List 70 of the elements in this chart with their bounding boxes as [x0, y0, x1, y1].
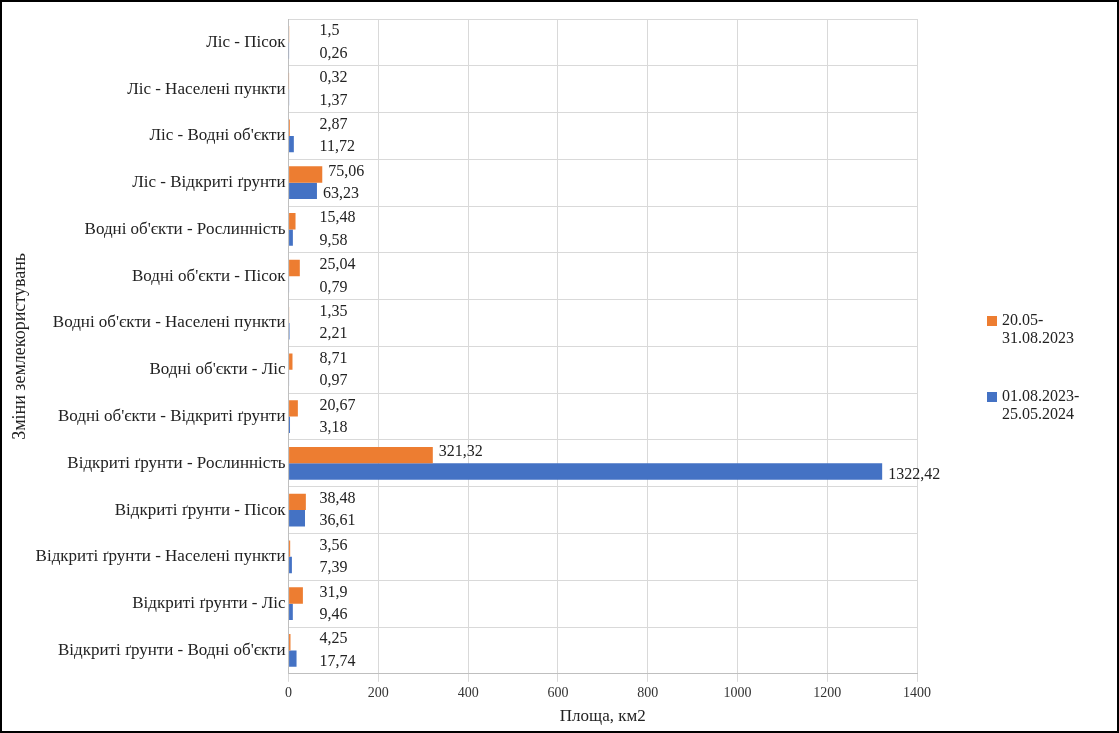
bar [289, 510, 306, 527]
bar [289, 556, 292, 574]
bar [289, 446, 433, 464]
data-label: 25,04 [319, 255, 356, 273]
y-tick-label: Відкриті ґрунти - Рослинність [67, 452, 286, 472]
data-label: 38,48 [319, 489, 356, 507]
y-tick-label: Водні об'єкти - Пісок [131, 265, 287, 285]
bar [289, 166, 323, 183]
bar [289, 603, 293, 621]
legend-label: 20.05-31.08.2023 [1002, 310, 1074, 347]
data-label: 2,87 [319, 114, 348, 132]
y-tick-label: Відкриті ґрунти - Пісок [114, 499, 287, 519]
data-label: 2,21 [319, 324, 348, 342]
y-tick-label: Відкриті ґрунти - Ліс [132, 593, 287, 613]
bar [289, 463, 883, 480]
y-axis-title: Зміни землекористувань [8, 252, 29, 440]
data-label: 3,56 [319, 535, 348, 553]
data-label: 9,58 [319, 230, 348, 248]
data-label: 36,61 [319, 511, 356, 529]
bar [289, 587, 303, 604]
x-tick-label: 200 [367, 684, 389, 700]
x-tick-label: 1400 [903, 684, 931, 700]
data-label: 31,9 [319, 582, 348, 600]
legend-label: 01.08.2023-25.05.2024 [1002, 386, 1080, 423]
bar [289, 493, 306, 511]
bar [289, 650, 297, 667]
y-tick-label: Ліс - Пісок [206, 31, 287, 51]
x-tick-label: 1200 [813, 684, 842, 700]
data-label: 1,37 [319, 90, 348, 108]
data-label: 11,72 [319, 137, 355, 155]
data-label: 0,26 [319, 43, 348, 61]
y-tick-label: Водні об'єкти - Ліс [149, 359, 287, 379]
bar [289, 353, 293, 370]
data-label: 321,32 [438, 442, 483, 460]
data-label: 17,74 [319, 651, 356, 669]
y-tick-label: Водні об'єкти - Населені пункти [52, 312, 286, 332]
data-label: 3,18 [319, 417, 348, 435]
bar [289, 135, 294, 153]
data-label: 1,35 [319, 302, 348, 320]
bar [289, 400, 298, 417]
data-label: 63,23 [322, 184, 359, 202]
data-label: 1,5 [319, 21, 340, 39]
x-tick-label: 1000 [723, 684, 752, 700]
data-label: 1322,42 [888, 464, 941, 482]
data-label: 15,48 [319, 208, 356, 226]
bar [289, 229, 293, 246]
bar [289, 182, 317, 200]
x-tick-label: 0 [285, 684, 293, 700]
x-axis-title: Площа, км2 [559, 706, 646, 726]
y-tick-label: Відкриті ґрунти - Водні об'єкти [57, 639, 286, 659]
data-label: 0,79 [319, 277, 348, 295]
x-tick-label: 400 [457, 684, 479, 700]
y-tick-label: Відкриті ґрунти - Населені пункти [35, 546, 286, 566]
data-label: 0,32 [319, 68, 348, 86]
y-tick-label: Водні об'єкти - Відкриті ґрунти [57, 406, 286, 426]
data-label: 7,39 [319, 558, 348, 576]
data-label: 20,67 [319, 395, 356, 413]
y-tick-label: Ліс - Відкриті ґрунти [132, 172, 286, 192]
data-label: 75,06 [328, 161, 365, 179]
y-tick-label: Ліс - Населені пункти [127, 78, 286, 98]
x-tick-label: 800 [637, 684, 659, 700]
data-label: 9,46 [319, 605, 348, 623]
y-tick-label: Водні об'єкти - Рослинність [84, 218, 286, 238]
bar [289, 213, 296, 230]
data-label: 8,71 [319, 348, 348, 366]
y-tick-label: Ліс - Водні об'єкти [149, 125, 286, 145]
bar [289, 259, 300, 277]
x-tick-label: 600 [547, 684, 569, 700]
data-label: 0,97 [319, 371, 348, 389]
data-label: 4,25 [319, 629, 348, 647]
